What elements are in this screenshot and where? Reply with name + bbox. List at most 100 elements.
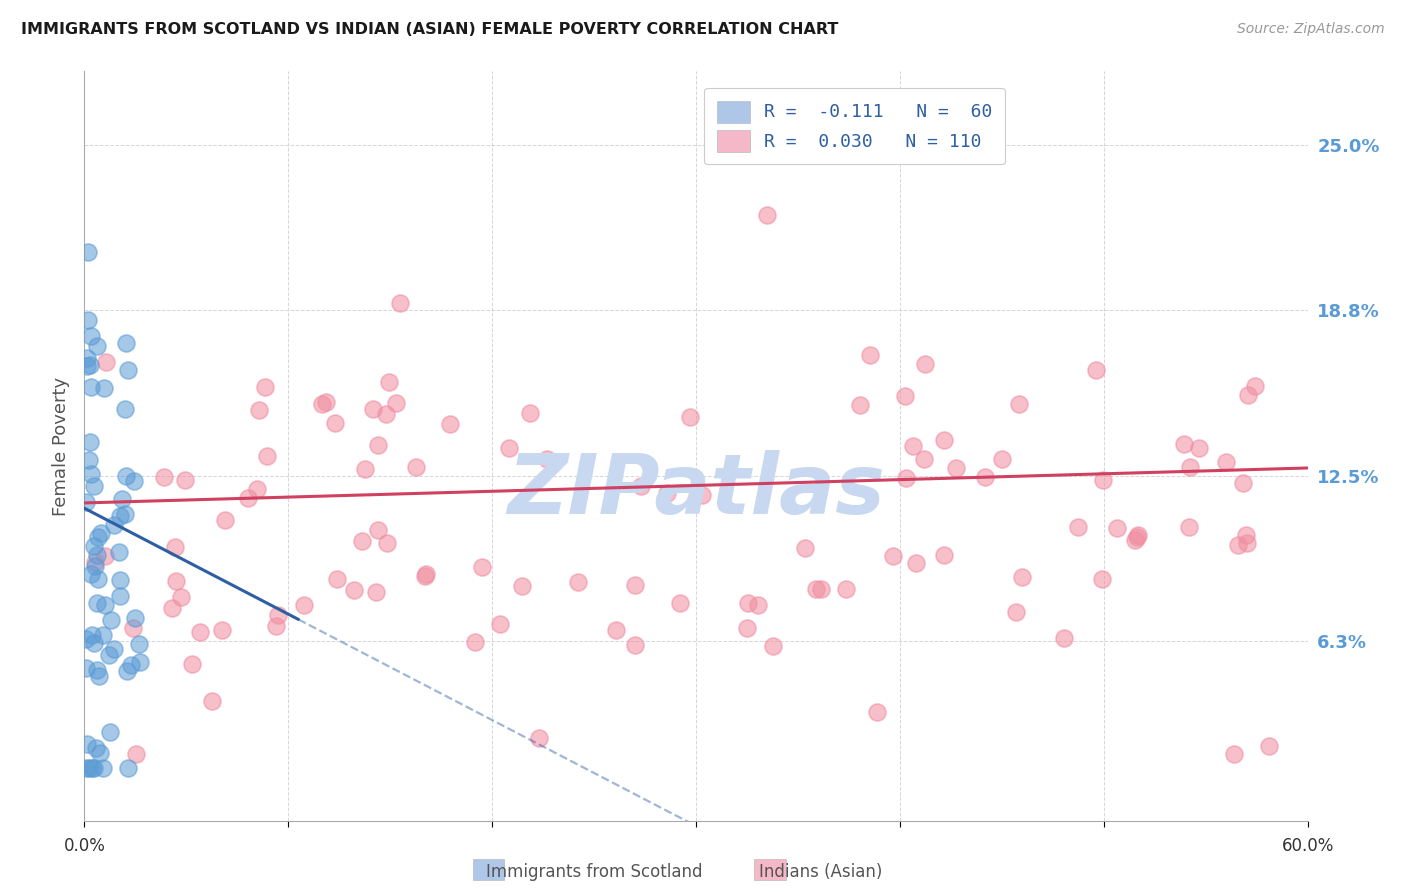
Point	[84, 741, 107, 756]
Point	[1178, 460, 1201, 475]
Point	[76, 351, 98, 366]
Point	[76, 244, 98, 259]
FancyBboxPatch shape	[754, 859, 786, 880]
Point	[793, 541, 815, 555]
Point	[361, 401, 384, 416]
Point	[605, 623, 627, 637]
Point	[94, 598, 117, 612]
Point	[1234, 528, 1257, 542]
Point	[810, 582, 832, 596]
Point	[80, 467, 103, 482]
Point	[912, 452, 935, 467]
Point	[160, 600, 183, 615]
Point	[519, 406, 541, 420]
Point	[366, 585, 388, 599]
Point	[98, 725, 121, 739]
Point	[83, 761, 105, 775]
Point	[100, 613, 122, 627]
Point	[86, 663, 108, 677]
Point	[211, 623, 233, 637]
Point	[1126, 528, 1149, 542]
Point	[79, 435, 101, 450]
Point	[75, 632, 97, 646]
Point	[1215, 455, 1237, 469]
Point	[464, 635, 486, 649]
Point	[117, 363, 139, 377]
Point	[630, 479, 652, 493]
Point	[1066, 519, 1088, 533]
Point	[311, 397, 333, 411]
Text: IMMIGRANTS FROM SCOTLAND VS INDIAN (ASIAN) FEMALE POVERTY CORRELATION CHART: IMMIGRANTS FROM SCOTLAND VS INDIAN (ASIA…	[21, 22, 838, 37]
Point	[98, 648, 121, 663]
Point	[90, 525, 112, 540]
Text: Indians (Asian): Indians (Asian)	[759, 863, 883, 881]
Point	[153, 470, 176, 484]
Point	[353, 462, 375, 476]
Point	[125, 747, 148, 762]
Point	[247, 402, 270, 417]
Point	[315, 394, 337, 409]
Point	[343, 583, 366, 598]
Point	[377, 536, 399, 550]
Point	[79, 359, 101, 373]
Point	[93, 381, 115, 395]
Point	[115, 468, 138, 483]
Point	[1004, 606, 1026, 620]
Point	[86, 596, 108, 610]
Point	[735, 621, 758, 635]
Point	[415, 567, 437, 582]
Point	[378, 375, 401, 389]
Point	[1173, 437, 1195, 451]
Point	[129, 655, 152, 669]
Point	[1092, 473, 1115, 487]
Point	[94, 549, 117, 563]
Y-axis label: Female Poverty: Female Poverty	[52, 376, 70, 516]
Point	[1188, 441, 1211, 455]
Point	[945, 461, 967, 475]
Point	[350, 534, 373, 549]
Point	[690, 488, 713, 502]
Point	[108, 589, 131, 603]
Point	[246, 482, 269, 496]
Point	[905, 556, 928, 570]
Point	[121, 622, 143, 636]
Point	[91, 761, 114, 775]
Point	[77, 761, 100, 775]
Text: Immigrants from Scotland: Immigrants from Scotland	[486, 863, 703, 881]
Point	[103, 517, 125, 532]
Point	[165, 541, 187, 555]
Text: 0.0%: 0.0%	[63, 837, 105, 855]
Point	[117, 665, 139, 679]
Point	[882, 549, 904, 563]
Point	[128, 637, 150, 651]
Point	[83, 539, 105, 553]
Point	[77, 313, 100, 327]
Point	[567, 575, 589, 590]
Point	[91, 628, 114, 642]
Point	[894, 471, 917, 485]
Point	[80, 566, 103, 581]
Point	[75, 495, 97, 509]
Point	[1105, 521, 1128, 535]
Point	[165, 574, 187, 589]
Point	[214, 513, 236, 527]
FancyBboxPatch shape	[472, 859, 505, 880]
Point	[1237, 387, 1260, 401]
Point	[120, 657, 142, 672]
Point	[117, 761, 139, 775]
Point	[439, 417, 461, 431]
Point	[94, 355, 117, 369]
Point	[1178, 520, 1201, 534]
Point	[529, 731, 551, 746]
Point	[87, 572, 110, 586]
Point	[536, 451, 558, 466]
Point	[188, 624, 211, 639]
Text: ZIPatlas: ZIPatlas	[508, 450, 884, 532]
Point	[668, 596, 690, 610]
Point	[405, 459, 427, 474]
Point	[1258, 739, 1281, 753]
Point	[624, 638, 647, 652]
Point	[181, 657, 204, 671]
Point	[323, 417, 346, 431]
Point	[83, 559, 105, 574]
